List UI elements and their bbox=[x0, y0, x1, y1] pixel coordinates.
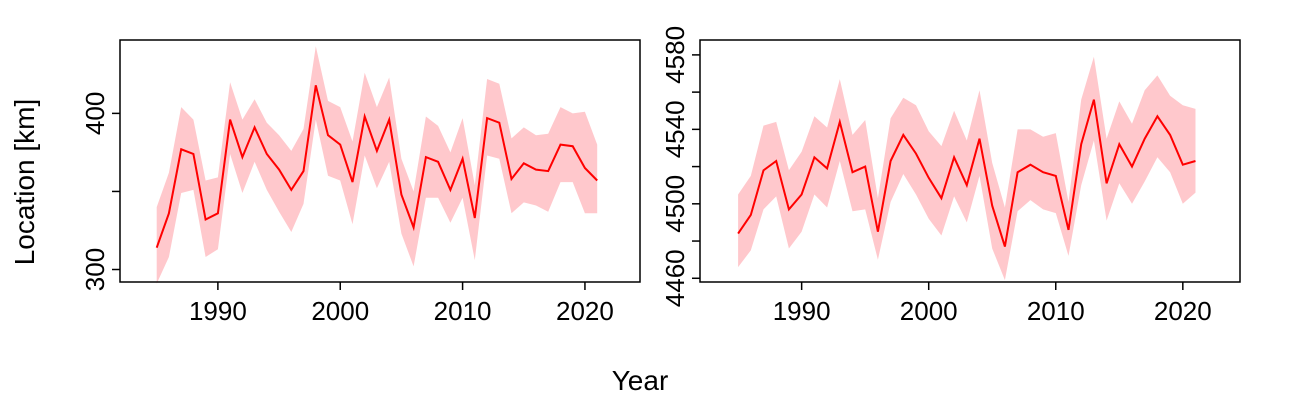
y-tick-label: 300 bbox=[80, 248, 110, 291]
x-tick-label: 2020 bbox=[556, 296, 614, 326]
x-axis-title: Year bbox=[612, 365, 669, 396]
x-tick-label: 2020 bbox=[1154, 296, 1212, 326]
y-tick-label: 4460 bbox=[660, 249, 690, 307]
y-axis-title: Location [km] bbox=[9, 99, 40, 266]
x-tick-label: 2000 bbox=[311, 296, 369, 326]
x-tick-label: 1990 bbox=[189, 296, 247, 326]
x-tick-label: 2000 bbox=[900, 296, 958, 326]
series-line bbox=[737, 99, 1196, 247]
confidence-band bbox=[156, 46, 598, 284]
y-tick-label: 4540 bbox=[660, 100, 690, 158]
y-tick-label: 4500 bbox=[660, 175, 690, 233]
left-panel: 1990 2000 2010 2020 300 400 bbox=[80, 39, 641, 326]
x-tick-label: 2010 bbox=[1027, 296, 1085, 326]
x-tick-label: 1990 bbox=[773, 296, 831, 326]
plot-frame bbox=[699, 39, 1241, 283]
y-tick-label: 400 bbox=[80, 92, 110, 135]
series-line bbox=[155, 85, 598, 249]
confidence-band bbox=[738, 56, 1196, 281]
x-tick-label: 2010 bbox=[434, 296, 492, 326]
plot-frame bbox=[119, 39, 641, 283]
y-tick-label: 4580 bbox=[660, 26, 690, 84]
right-panel: 1990 2000 2010 2020 4460 4500 4540 4580 bbox=[660, 26, 1241, 326]
